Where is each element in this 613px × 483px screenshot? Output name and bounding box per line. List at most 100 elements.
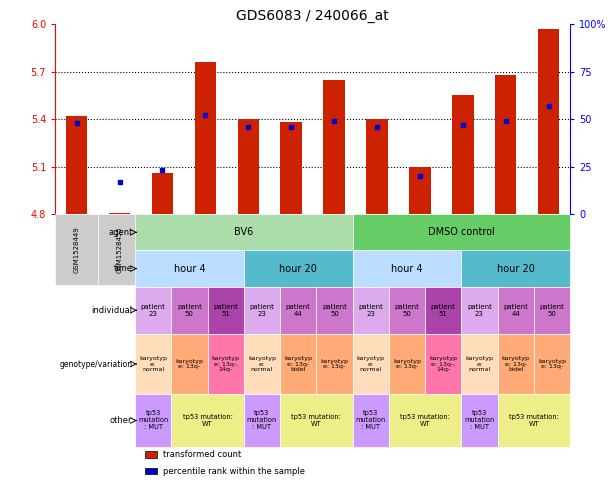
Text: tp53 mutation:
WT: tp53 mutation: WT bbox=[183, 414, 232, 427]
Text: karyotyp
e: 13q-
bidel: karyotyp e: 13q- bidel bbox=[284, 356, 312, 372]
Text: GSM1528455: GSM1528455 bbox=[116, 227, 123, 273]
Text: patient
50: patient 50 bbox=[177, 304, 202, 317]
Bar bbox=[171, 287, 208, 334]
Text: GSM1528450: GSM1528450 bbox=[331, 227, 337, 273]
Bar bbox=[462, 287, 498, 334]
Text: BV6: BV6 bbox=[234, 227, 253, 237]
Text: patient
23: patient 23 bbox=[467, 304, 492, 317]
Bar bbox=[171, 394, 244, 447]
Text: karyotyp
e: 13q-: karyotyp e: 13q- bbox=[321, 359, 348, 369]
Bar bbox=[171, 334, 208, 394]
Bar bbox=[135, 394, 171, 447]
Text: karyotyp
e: 13q-: karyotyp e: 13q- bbox=[538, 359, 566, 369]
Bar bbox=[184, 214, 227, 285]
Text: GSM1528457: GSM1528457 bbox=[159, 227, 166, 273]
Bar bbox=[534, 287, 570, 334]
Bar bbox=[135, 334, 171, 394]
Bar bbox=[389, 334, 425, 394]
Text: GSM1528447: GSM1528447 bbox=[202, 227, 208, 273]
Text: tp53
mutation
: MUT: tp53 mutation : MUT bbox=[356, 411, 386, 430]
Text: tp53
mutation
: MUT: tp53 mutation : MUT bbox=[247, 411, 277, 430]
Text: patient
50: patient 50 bbox=[322, 304, 347, 317]
Text: patient
23: patient 23 bbox=[249, 304, 275, 317]
Bar bbox=[145, 452, 157, 458]
Text: GSM1528453: GSM1528453 bbox=[288, 227, 294, 273]
Text: tp53 mutation:
WT: tp53 mutation: WT bbox=[400, 414, 450, 427]
Bar bbox=[152, 173, 173, 214]
Text: karyotyp
e: 13q-: karyotyp e: 13q- bbox=[175, 359, 204, 369]
Bar bbox=[280, 334, 316, 394]
Bar bbox=[498, 287, 534, 334]
Bar bbox=[409, 167, 430, 214]
Bar bbox=[109, 213, 131, 214]
Bar bbox=[389, 394, 462, 447]
Text: karyotyp
e: 13q-
bidel: karyotyp e: 13q- bidel bbox=[501, 356, 530, 372]
Text: hour 4: hour 4 bbox=[173, 264, 205, 273]
Text: tp53 mutation:
WT: tp53 mutation: WT bbox=[509, 414, 559, 427]
Bar bbox=[462, 334, 498, 394]
Bar bbox=[352, 251, 462, 287]
Text: patient
44: patient 44 bbox=[286, 304, 311, 317]
Bar bbox=[356, 214, 398, 285]
Text: individual: individual bbox=[91, 306, 132, 315]
Text: karyotyp
e:
normal: karyotyp e: normal bbox=[465, 356, 493, 372]
Bar bbox=[352, 214, 570, 251]
Bar bbox=[367, 119, 388, 214]
Bar bbox=[534, 334, 570, 394]
Bar bbox=[135, 214, 352, 251]
Bar bbox=[207, 334, 244, 394]
Text: time: time bbox=[113, 264, 132, 273]
Bar bbox=[135, 287, 171, 334]
Text: GSM1528449: GSM1528449 bbox=[74, 227, 80, 273]
Text: patient
50: patient 50 bbox=[395, 304, 419, 317]
Bar bbox=[462, 251, 570, 287]
Text: tp53 mutation:
WT: tp53 mutation: WT bbox=[291, 414, 341, 427]
Bar bbox=[324, 80, 345, 214]
Bar bbox=[316, 287, 352, 334]
Bar bbox=[244, 287, 280, 334]
Text: karyotyp
e:
normal: karyotyp e: normal bbox=[139, 356, 167, 372]
Text: tp53
mutation
: MUT: tp53 mutation : MUT bbox=[138, 411, 168, 430]
Text: patient
51: patient 51 bbox=[213, 304, 238, 317]
Bar bbox=[498, 394, 570, 447]
Bar bbox=[527, 214, 570, 285]
Bar bbox=[281, 122, 302, 214]
Text: genotype/variation: genotype/variation bbox=[59, 359, 132, 369]
Text: GSM1528456: GSM1528456 bbox=[374, 227, 380, 273]
Bar bbox=[313, 214, 356, 285]
Bar bbox=[227, 214, 270, 285]
Text: hour 20: hour 20 bbox=[497, 264, 535, 273]
Text: karyotyp
e:
normal: karyotyp e: normal bbox=[248, 356, 276, 372]
Text: tp53
mutation
: MUT: tp53 mutation : MUT bbox=[464, 411, 495, 430]
Bar bbox=[66, 116, 87, 214]
Bar bbox=[244, 334, 280, 394]
Bar bbox=[316, 334, 352, 394]
Text: GSM1528451: GSM1528451 bbox=[245, 227, 251, 273]
Text: hour 20: hour 20 bbox=[279, 264, 317, 273]
Bar bbox=[352, 287, 389, 334]
Bar bbox=[195, 62, 216, 214]
Bar bbox=[145, 468, 157, 474]
Text: GSM1528458: GSM1528458 bbox=[417, 227, 423, 273]
Bar bbox=[425, 334, 462, 394]
Bar bbox=[141, 214, 184, 285]
Bar bbox=[280, 394, 352, 447]
Bar bbox=[498, 334, 534, 394]
Bar bbox=[238, 119, 259, 214]
Text: karyotyp
e:
normal: karyotyp e: normal bbox=[357, 356, 385, 372]
Text: patient
23: patient 23 bbox=[358, 304, 383, 317]
Bar bbox=[98, 214, 141, 285]
Text: patient
23: patient 23 bbox=[140, 304, 166, 317]
Bar bbox=[135, 251, 244, 287]
Text: karyotyp
e: 13q-,
14q-: karyotyp e: 13q-, 14q- bbox=[429, 356, 457, 372]
Text: other: other bbox=[110, 416, 132, 425]
Text: hour 4: hour 4 bbox=[391, 264, 423, 273]
Text: patient
50: patient 50 bbox=[539, 304, 565, 317]
Bar bbox=[484, 214, 527, 285]
Bar bbox=[462, 394, 498, 447]
Bar bbox=[389, 287, 425, 334]
Bar bbox=[441, 214, 484, 285]
Text: GSM1528452: GSM1528452 bbox=[503, 227, 509, 273]
Bar bbox=[280, 287, 316, 334]
Text: GSM1528448: GSM1528448 bbox=[460, 227, 466, 273]
